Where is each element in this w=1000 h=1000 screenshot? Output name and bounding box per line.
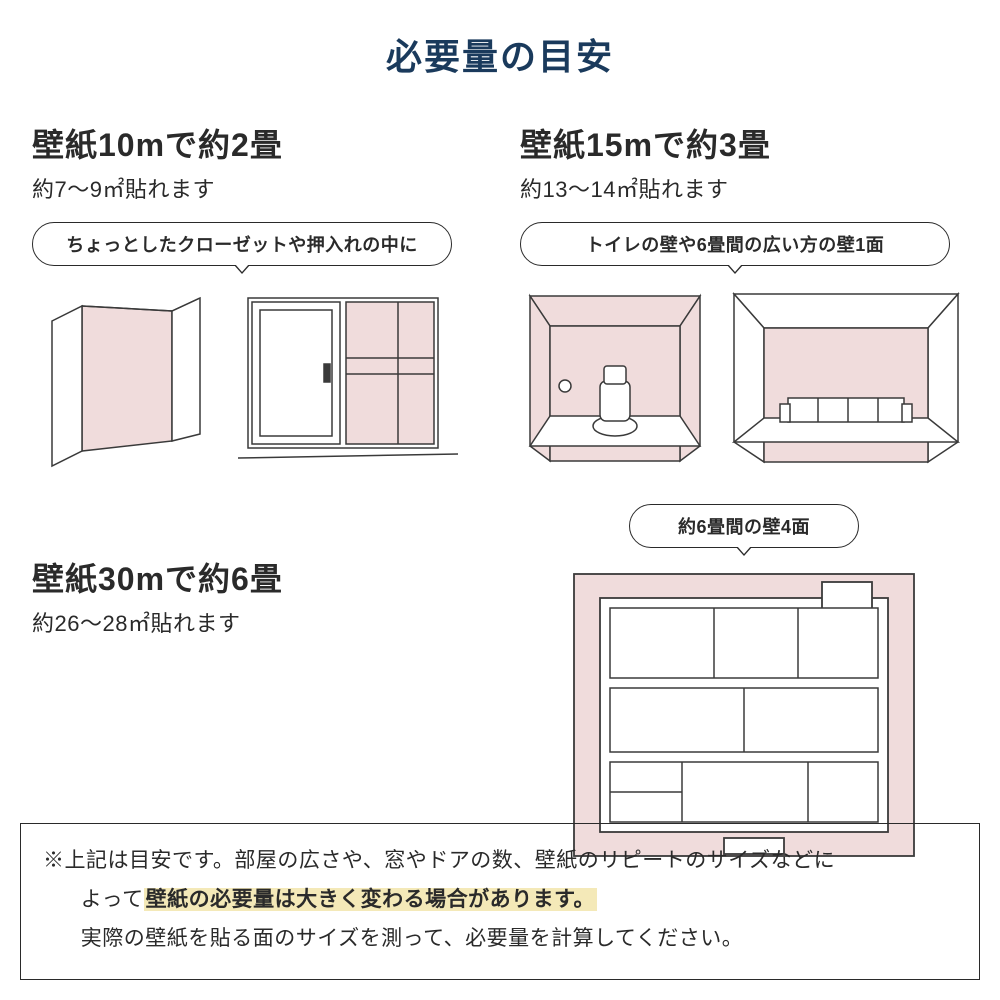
oshiire-icon: [238, 286, 468, 476]
section-15m-sub: 約13〜14㎡貼れます: [520, 172, 968, 204]
note-box: ※上記は目安です。部屋の広さや、窓やドアの数、壁紙のリピートのサイズなどに よっ…: [20, 823, 980, 980]
toilet-room-icon: [520, 286, 710, 476]
note-line3: 実際の壁紙を貼る面のサイズを測って、必要量を計算してください。: [43, 920, 957, 959]
note-line1: ※上記は目安です。部屋の広さや、窓やドアの数、壁紙のリピートのサイズなどに: [43, 849, 835, 872]
section-6jo-bubble: 約6畳間の壁4面: [629, 504, 859, 548]
section-10m-title: 壁紙10mで約2畳: [32, 120, 480, 166]
content-grid: 壁紙10mで約2畳 約7〜9㎡貼れます ちょっとしたクローゼットや押入れの中に: [0, 80, 1000, 866]
section-15m: 壁紙15mで約3畳 約13〜14㎡貼れます トイレの壁や6畳間の広い方の壁1面: [520, 120, 968, 476]
note-highlight: 壁紙の必要量は大きく変わる場合があります。: [144, 888, 597, 911]
section-15m-title: 壁紙15mで約3畳: [520, 120, 968, 166]
closet-booth-icon: [32, 286, 222, 476]
section-10m-bubble: ちょっとしたクローゼットや押入れの中に: [32, 222, 452, 266]
section-6jo: 約6畳間の壁4面: [520, 476, 968, 866]
section-15m-bubble: トイレの壁や6畳間の広い方の壁1面: [520, 222, 950, 266]
section-30m-sub: 約26〜28㎡貼れます: [32, 606, 480, 638]
section-10m-sub: 約7〜9㎡貼れます: [32, 172, 480, 204]
section-10m: 壁紙10mで約2畳 約7〜9㎡貼れます ちょっとしたクローゼットや押入れの中に: [32, 120, 480, 476]
floorplan-6jo-icon: [564, 566, 924, 866]
page-title: 必要量の目安: [0, 0, 1000, 80]
section-30m: 壁紙30mで約6畳 約26〜28㎡貼れます: [32, 476, 480, 866]
section-30m-title: 壁紙30mで約6畳: [32, 554, 480, 600]
note-line2: よって壁紙の必要量は大きく変わる場合があります。: [43, 881, 957, 920]
room-one-wall-icon: [726, 286, 966, 476]
note-line2-pre: よって: [81, 888, 144, 911]
